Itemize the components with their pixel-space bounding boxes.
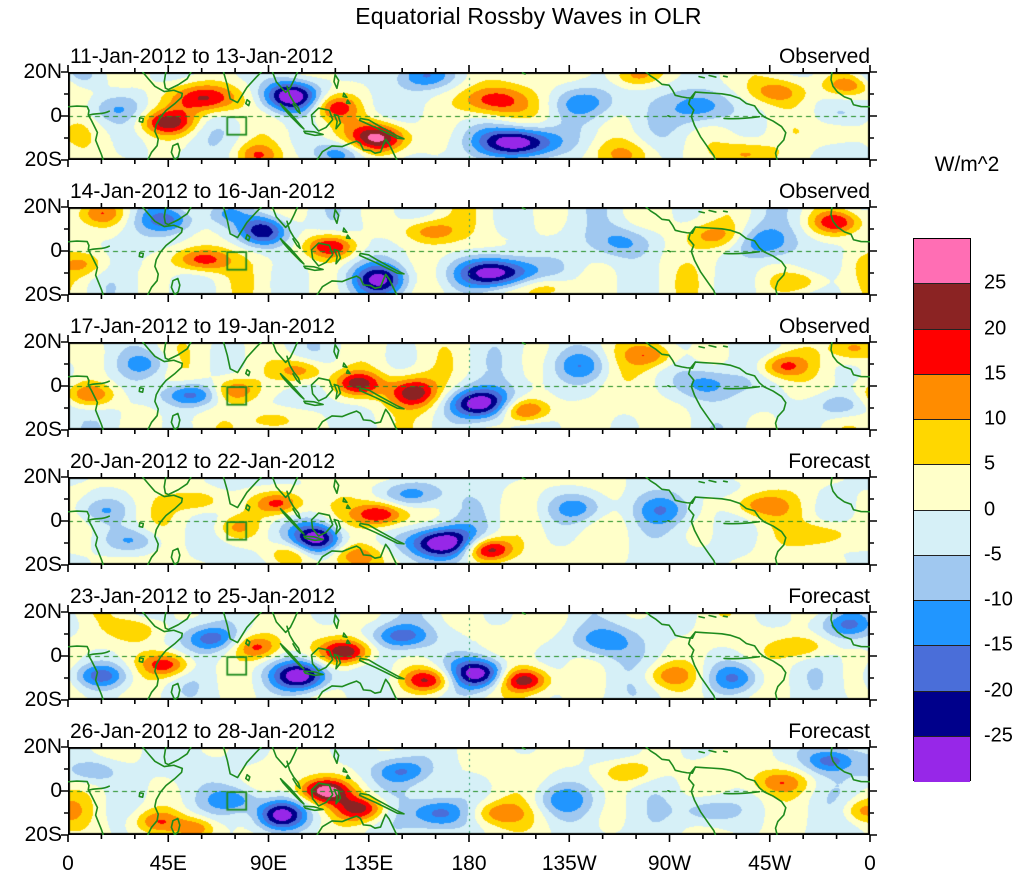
colorbar-tick-label: 20 <box>984 317 1007 339</box>
x-axis-tick-label: 90E <box>249 852 288 875</box>
map-panel-2: 14-Jan-2012 to 16-Jan-2012 Observed 20N … <box>23 180 877 306</box>
map-panel-1: 11-Jan-2012 to 13-Jan-2012 Observed 20N … <box>23 45 877 171</box>
panel-source-label: Observed <box>778 315 870 338</box>
panel-date-range: 23-Jan-2012 to 25-Jan-2012 <box>70 585 336 608</box>
x-axis-tick-label: 90W <box>647 852 692 875</box>
y-axis-label-20s: 20S <box>24 148 62 171</box>
y-axis-label-0: 0 <box>50 644 62 667</box>
olr-anomaly-map <box>68 72 870 160</box>
y-axis-label-20s: 20S <box>24 553 62 576</box>
colorbar-segment <box>914 374 970 420</box>
map-panel-6: 26-Jan-2012 to 28-Jan-2012 Forecast 20N … <box>23 720 877 846</box>
olr-anomaly-map <box>68 747 870 835</box>
colorbar-tick-label: -15 <box>984 633 1013 656</box>
y-axis-label-0: 0 <box>50 104 62 127</box>
y-axis-label-0: 0 <box>50 509 62 532</box>
y-axis-label-20n: 20N <box>23 600 62 623</box>
colorbar-tick-label: -5 <box>984 543 1002 566</box>
colorbar-segment <box>914 329 970 375</box>
colorbar-segment <box>914 601 970 647</box>
map-panel-4: 20-Jan-2012 to 22-Jan-2012 Forecast 20N … <box>23 450 877 576</box>
colorbar-tick-label: 15 <box>984 362 1007 385</box>
y-axis-label-20n: 20N <box>23 60 62 83</box>
colorbar-units-label: W/m^2 <box>934 153 1000 176</box>
olr-anomaly-map <box>68 612 870 700</box>
panel-date-range: 17-Jan-2012 to 19-Jan-2012 <box>70 315 336 338</box>
colorbar-tick-label: -20 <box>984 679 1013 701</box>
panel-source-label: Observed <box>778 180 870 203</box>
colorbar-segment <box>914 284 970 330</box>
y-axis-label-20s: 20S <box>24 688 62 711</box>
colorbar-tick-label: 5 <box>984 452 996 475</box>
chart-title: Equatorial Rossby Waves in OLR <box>355 3 702 29</box>
panel-source-label: Forecast <box>788 450 870 473</box>
panel-source-label: Forecast <box>788 585 870 608</box>
colorbar-segment <box>914 465 970 511</box>
colorbar-segment <box>914 691 970 737</box>
panel-date-range: 26-Jan-2012 to 28-Jan-2012 <box>70 720 336 743</box>
y-axis-label-0: 0 <box>50 239 62 262</box>
panel-source-label: Observed <box>778 45 870 68</box>
olr-anomaly-map <box>68 207 870 295</box>
olr-anomaly-map <box>68 342 870 430</box>
map-panel-3: 17-Jan-2012 to 19-Jan-2012 Observed 20N … <box>23 315 877 441</box>
colorbar <box>913 238 971 782</box>
colorbar-segment <box>914 736 970 782</box>
y-axis-label-0: 0 <box>50 779 62 802</box>
olr-anomaly-map <box>68 477 870 565</box>
y-axis-label-20n: 20N <box>23 465 62 488</box>
colorbar-tick-label: -10 <box>984 588 1013 611</box>
y-axis-label-20s: 20S <box>24 283 62 306</box>
y-axis-label-20n: 20N <box>23 195 62 218</box>
x-axis-tick-label: 0 <box>864 852 876 875</box>
colorbar-tick-label: -25 <box>984 724 1013 747</box>
x-axis-tick-label: 0 <box>62 852 74 875</box>
colorbar-segment <box>914 646 970 692</box>
y-axis-label-20n: 20N <box>23 735 62 758</box>
panel-date-range: 14-Jan-2012 to 16-Jan-2012 <box>70 180 336 203</box>
y-axis-label-20n: 20N <box>23 330 62 353</box>
colorbar-segment <box>914 510 970 556</box>
x-axis-tick-label: 45E <box>149 852 187 875</box>
panel-date-range: 20-Jan-2012 to 22-Jan-2012 <box>70 450 336 473</box>
panel-source-label: Forecast <box>788 720 870 743</box>
x-axis-tick-label: 45W <box>748 852 792 875</box>
x-axis-tick-label: 135E <box>344 852 394 875</box>
y-axis-label-20s: 20S <box>24 418 62 441</box>
panel-date-range: 11-Jan-2012 to 13-Jan-2012 <box>70 45 334 68</box>
colorbar-segment <box>914 420 970 466</box>
colorbar-segment <box>914 555 970 601</box>
y-axis-label-0: 0 <box>50 374 62 397</box>
y-axis-label-20s: 20S <box>24 823 62 846</box>
colorbar-segment <box>914 239 970 285</box>
colorbar-tick-label: 0 <box>984 498 996 520</box>
colorbar-tick-label: 25 <box>984 271 1007 294</box>
colorbar-tick-label: 10 <box>984 407 1007 430</box>
map-panel-5: 23-Jan-2012 to 25-Jan-2012 Forecast 20N … <box>23 585 877 711</box>
x-axis-tick-label: 135W <box>541 852 597 875</box>
x-axis-tick-label: 180 <box>451 852 487 875</box>
